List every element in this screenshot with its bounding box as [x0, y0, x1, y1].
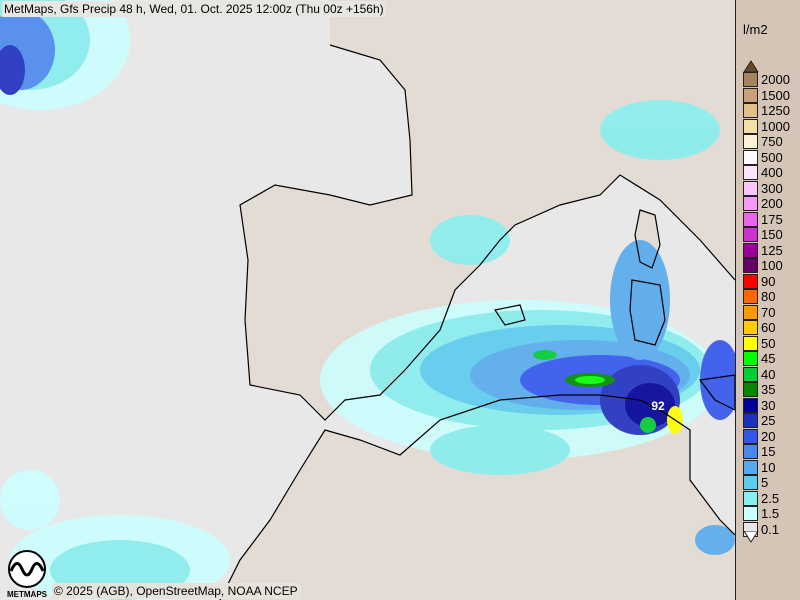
legend-swatch — [743, 413, 758, 428]
legend-swatch — [743, 506, 758, 521]
legend-label: 150 — [761, 227, 783, 242]
legend-label: 0.1 — [761, 521, 780, 537]
legend-label: 100 — [761, 258, 783, 273]
legend-label: 200 — [761, 196, 783, 211]
legend-swatch — [743, 149, 758, 165]
legend-label: 80 — [761, 289, 776, 304]
legend-label: 1000 — [761, 118, 790, 134]
legend-unit: l/m2 — [743, 22, 768, 37]
precipitation-map[interactable]: 92 — [0, 0, 735, 600]
legend-swatch — [743, 475, 758, 490]
legend-swatch — [743, 304, 758, 320]
legend-label: 25 — [761, 413, 776, 428]
legend-label: 500 — [761, 149, 783, 165]
legend-swatch — [743, 227, 758, 242]
legend-swatch — [743, 72, 758, 87]
legend-swatch — [743, 366, 758, 382]
legend-swatch — [743, 382, 758, 397]
legend-label: 20 — [761, 428, 776, 444]
legend-swatch — [743, 459, 758, 475]
coastlines — [219, 44, 735, 600]
legend-top-arrow — [743, 60, 759, 72]
legend-label: 750 — [761, 134, 783, 149]
legend-label: 175 — [761, 211, 783, 227]
legend-label: 50 — [761, 335, 776, 351]
legend-swatch — [743, 490, 758, 506]
legend-swatch — [743, 211, 758, 227]
legend-label: 1500 — [761, 87, 790, 103]
land-europe — [240, 0, 735, 420]
legend-label: 400 — [761, 165, 783, 180]
legend-label: 60 — [761, 320, 776, 335]
legend-swatch — [743, 351, 758, 366]
legend-label: 30 — [761, 397, 776, 413]
legend-label: 10 — [761, 459, 776, 475]
legend-swatch — [743, 180, 758, 196]
legend-swatch — [743, 273, 758, 289]
map-title: MetMaps, Gfs Precip 48 h, Wed, 01. Oct. … — [2, 1, 386, 17]
legend-swatch — [743, 397, 758, 413]
max-precip-label: 92 — [651, 399, 665, 413]
legend-swatch — [743, 87, 758, 103]
svg-text:METMAPS: METMAPS — [7, 590, 48, 599]
legend-swatch — [743, 242, 758, 258]
legend-label: 2.5 — [761, 490, 780, 506]
legend-label: 45 — [761, 351, 776, 366]
legend-swatch — [743, 118, 758, 134]
precip-field — [0, 0, 735, 600]
legend-label: 70 — [761, 304, 776, 320]
legend-label: 1.5 — [761, 506, 780, 521]
legend-swatch — [743, 134, 758, 149]
legend-label: 1250 — [761, 103, 790, 118]
legend-label: 2000 — [761, 72, 790, 87]
legend-label: 300 — [761, 180, 783, 196]
legend-label: 90 — [761, 273, 776, 289]
legend-swatch — [743, 196, 758, 211]
legend-label: 35 — [761, 382, 776, 397]
copyright-credit: © 2025 (AGB), OpenStreetMap, NOAA NCEP — [52, 583, 300, 599]
metmaps-logo: METMAPS — [7, 550, 48, 599]
legend-bottom-arrow — [743, 531, 759, 543]
legend-swatch — [743, 335, 758, 351]
legend-label: 5 — [761, 475, 769, 490]
legend-swatch — [743, 289, 758, 304]
legend-swatch — [743, 320, 758, 335]
legend-swatch — [743, 165, 758, 180]
legend-swatch — [743, 103, 758, 118]
legend-label: 125 — [761, 242, 783, 258]
legend-label: 40 — [761, 366, 776, 382]
legend-swatch — [743, 258, 758, 273]
legend-label: 15 — [761, 444, 776, 459]
color-legend: l/m2 2000 1500 1250 1000 750 500 400 300 200 175 1… — [735, 0, 800, 600]
legend-swatch — [743, 444, 758, 459]
legend-swatch — [743, 428, 758, 444]
